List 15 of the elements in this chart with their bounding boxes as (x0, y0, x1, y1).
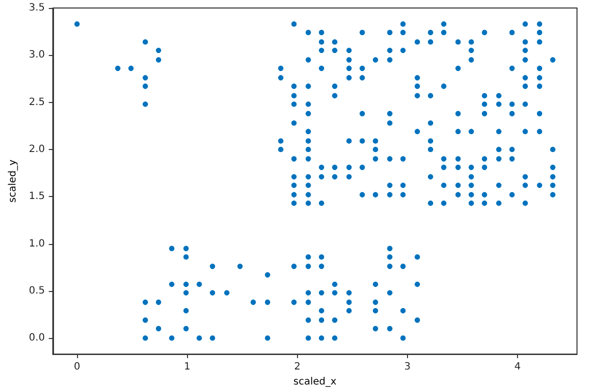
y-tick-label: 1.5 (28, 191, 45, 202)
x-tick-label: 1 (184, 362, 190, 373)
x-tick-label: 0 (74, 362, 80, 373)
x-axis-title: scaled_x (293, 376, 336, 388)
y-tick-label: 0.0 (28, 332, 45, 344)
x-tick-label: 4 (514, 362, 521, 373)
y-tick-label: 3.0 (28, 50, 45, 61)
y-tick-label: 0.5 (28, 285, 45, 296)
x-tick-label: 2 (294, 362, 300, 373)
y-tick-label: 2.0 (28, 144, 45, 155)
y-axis-title: scaled_y (8, 159, 18, 203)
x-tick-label: 3 (404, 362, 411, 373)
y-tick-label: 3.5 (28, 2, 45, 14)
y-tick-label: 2.5 (28, 96, 45, 108)
y-tick-label: 1.0 (28, 238, 45, 250)
